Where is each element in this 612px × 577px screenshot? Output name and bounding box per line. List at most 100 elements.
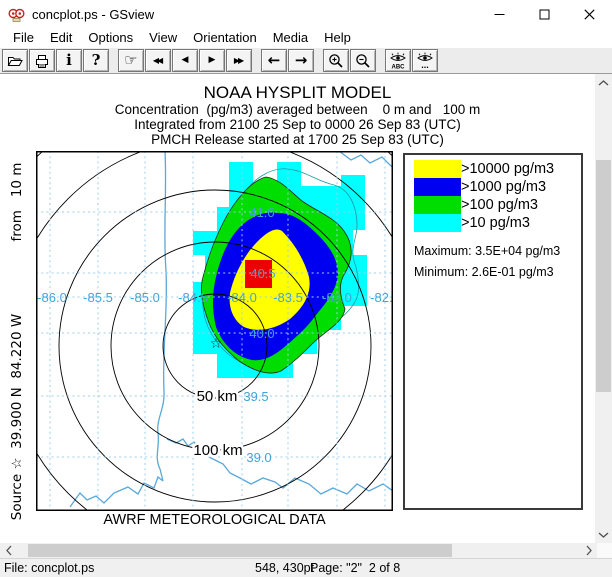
- title-bar: concplot.ps - GSview: [0, 0, 612, 28]
- back-arrow-icon: ←: [267, 51, 281, 69]
- zoom-in-icon: [329, 53, 343, 68]
- document-page: NOAA HYSPLIT MODEL Concentration (pg/m3)…: [0, 74, 595, 543]
- svg-text:-86.0: -86.0: [37, 290, 67, 305]
- scroll-down-button[interactable]: [595, 526, 612, 543]
- zoom-out-icon: [356, 53, 370, 68]
- scroll-right-button[interactable]: [580, 543, 597, 558]
- legend-swatch-gt10000: [414, 160, 461, 178]
- minimize-icon: [494, 13, 505, 15]
- chevron-up-icon: [598, 79, 609, 85]
- gsview-app-icon: [8, 8, 25, 22]
- zoom-out-button[interactable]: [350, 49, 376, 72]
- legend-swatch-gt100: [414, 196, 461, 214]
- latitude-labels: 41.0 40.5 40.0 39.5 39.0: [243, 205, 275, 465]
- legend-swatch-gt10: [414, 214, 461, 232]
- text-extract-button[interactable]: ABC: [385, 49, 411, 72]
- vertical-scrollbar[interactable]: [595, 74, 612, 543]
- release-height-label: from 10 m: [9, 162, 25, 242]
- print-button[interactable]: [29, 49, 55, 72]
- legend-row: >1000 pg/m3: [414, 178, 581, 196]
- legend-label-gt10: >10 pg/m3: [461, 215, 530, 231]
- range-rings: [37, 152, 392, 510]
- legend-row: >10 pg/m3: [414, 214, 581, 232]
- plot-title: NOAA HYSPLIT MODEL: [203, 83, 392, 102]
- plot-subtitle-release: PMCH Release started at 1700 25 Sep 83 (…: [151, 132, 444, 147]
- maximize-icon: [539, 9, 550, 19]
- close-icon: [584, 8, 595, 20]
- scroll-up-button[interactable]: [595, 74, 612, 91]
- goto-page-icon: ☞: [124, 51, 138, 69]
- plume-max-cell: [245, 260, 272, 288]
- scrollbar-corner: [597, 543, 612, 558]
- open-folder-icon: [7, 56, 23, 66]
- legend-row: >100 pg/m3: [414, 196, 581, 214]
- minimize-button[interactable]: [477, 0, 522, 28]
- first-page-button[interactable]: ◀◀: [145, 49, 171, 72]
- next-page-button[interactable]: ▶: [199, 49, 225, 72]
- longitude-labels: -86.0 -85.5 -85.0 -84.5 -84.0 -83.5 -83.…: [37, 290, 393, 305]
- source-star-icon: ☆: [210, 336, 223, 352]
- map-frame: [36, 151, 393, 511]
- help-icon: ?: [91, 51, 101, 69]
- legend-maximum: Maximum: 3.5E+04 pg/m3: [414, 244, 561, 258]
- last-page-button[interactable]: ▶▶: [226, 49, 252, 72]
- svg-text:ABC: ABC: [392, 64, 406, 70]
- svg-text:-84.5: -84.5: [178, 290, 208, 305]
- chevron-right-icon: [586, 545, 592, 556]
- toolbar: i ? ☞ ◀◀ ◀ ▶ ▶▶ ← →: [0, 48, 612, 74]
- maximize-button[interactable]: [522, 0, 567, 28]
- river-lines: [69, 152, 392, 508]
- printer-icon: [36, 54, 48, 68]
- legend-swatch-gt1000: [414, 178, 461, 196]
- vertical-scroll-thumb[interactable]: [596, 160, 611, 392]
- status-bar: File: concplot.ps 548, 430pt Page: "2" 2…: [0, 558, 612, 577]
- back-button[interactable]: ←: [261, 49, 287, 72]
- svg-text:-83.0: -83.0: [322, 290, 352, 305]
- legend-panel: >10000 pg/m3 >1000 pg/m3 >100 pg/m3 >10 …: [403, 153, 583, 510]
- open-file-button[interactable]: [2, 49, 28, 72]
- previous-page-icon: ◀: [181, 55, 189, 65]
- menu-media[interactable]: Media: [272, 30, 309, 45]
- bitmap-options-button[interactable]: ...: [412, 49, 438, 72]
- horizontal-scrollbar[interactable]: [0, 543, 597, 558]
- info-icon: i: [66, 51, 72, 69]
- info-button[interactable]: i: [56, 49, 82, 72]
- meteorology-caption: AWRF METEOROLOGICAL DATA: [103, 512, 326, 528]
- horizontal-scroll-thumb[interactable]: [28, 544, 452, 557]
- latlon-grid: [37, 152, 392, 510]
- last-page-icon: ▶▶: [233, 55, 244, 65]
- ring-distance-labels: 50 km 100 km: [191, 386, 245, 462]
- status-coordinates: 548, 430pt: [255, 561, 315, 575]
- scroll-left-button[interactable]: [0, 543, 17, 558]
- svg-text:...: ...: [421, 60, 429, 70]
- goto-page-button[interactable]: ☞: [118, 49, 144, 72]
- svg-text:50 km: 50 km: [197, 388, 238, 405]
- svg-text:40.5: 40.5: [250, 266, 275, 281]
- menu-view[interactable]: View: [149, 30, 178, 45]
- first-page-icon: ◀◀: [152, 55, 163, 65]
- menu-help[interactable]: Help: [324, 30, 351, 45]
- help-button[interactable]: ?: [83, 49, 109, 72]
- svg-text:-84.0: -84.0: [227, 290, 257, 305]
- forward-button[interactable]: →: [288, 49, 314, 72]
- legend-label-gt10000: >10000 pg/m3: [461, 161, 555, 177]
- forward-arrow-icon: →: [294, 51, 308, 69]
- plot-subtitle-concentration: Concentration (pg/m3) averaged between 0…: [114, 102, 481, 117]
- plot-subtitle-integrated: Integrated from 2100 25 Sep to 0000 26 S…: [134, 117, 461, 132]
- svg-text:-82.5: -82.5: [370, 290, 393, 305]
- menu-file[interactable]: File: [13, 30, 34, 45]
- legend-minimum: Minimum: 2.6E-01 pg/m3: [414, 265, 554, 279]
- svg-text:-85.0: -85.0: [130, 290, 160, 305]
- svg-text:39.5: 39.5: [243, 389, 268, 404]
- menu-edit[interactable]: Edit: [49, 30, 73, 45]
- menu-options[interactable]: Options: [88, 30, 134, 45]
- svg-text:-85.5: -85.5: [83, 290, 113, 305]
- menu-orientation[interactable]: Orientation: [193, 30, 257, 45]
- legend-label-gt100: >100 pg/m3: [461, 197, 538, 213]
- previous-page-button[interactable]: ◀: [172, 49, 198, 72]
- source-location-label: Source ☆ 39.900 N 84.220 W: [9, 313, 25, 521]
- window-title: concplot.ps - GSview: [32, 6, 155, 22]
- close-button[interactable]: [567, 0, 612, 28]
- zoom-in-button[interactable]: [323, 49, 349, 72]
